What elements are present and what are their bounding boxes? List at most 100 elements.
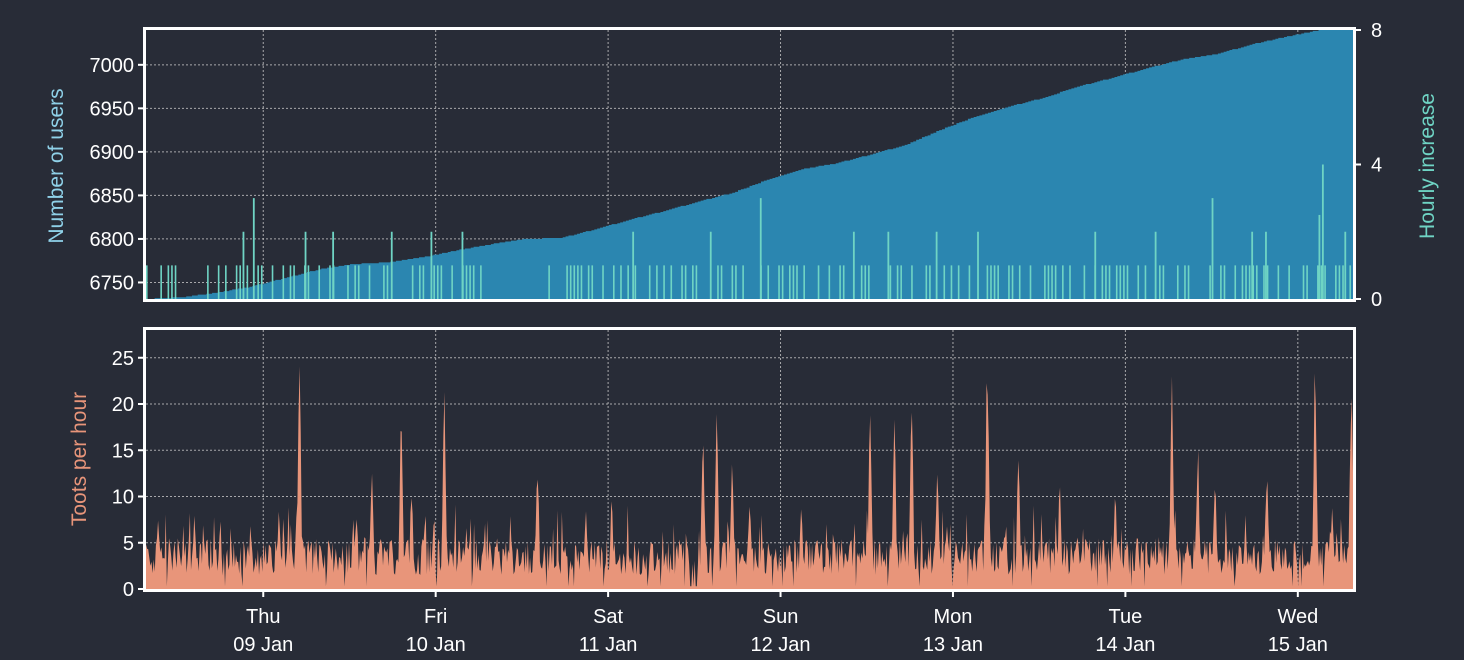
hourly-increase-bar [566,265,568,299]
hourly-increase-bar [1342,265,1344,299]
hourly-increase-bar [569,265,572,299]
hourly-increase-bar [1234,265,1237,299]
hourly-increase-bar [887,231,890,299]
date-tick-date: 15 Jan [1268,634,1328,656]
hourly-increase-bar [1047,265,1050,299]
hourly-increase-bar [480,265,482,299]
hourly-increase-bar [900,265,902,299]
hourly-increase-bar [1176,265,1179,299]
hourly-increase-bar [1256,265,1258,299]
hourly-increase-bar [735,265,737,299]
hourly-increase-bar [469,265,471,299]
date-tick-date: 13 Jan [923,634,983,656]
hourly-increase-bar [174,265,177,299]
hourly-increase-bar [1011,265,1014,299]
hourly-increase-bar [839,265,841,299]
hourly-increase-bar [1220,265,1222,299]
hourly-increase-bar [430,231,433,299]
hourly-increase-bar [246,265,249,299]
date-tick-day: Mon [934,606,973,628]
hourly-increase-bar [1162,265,1165,299]
toots-tick-label: 10 [112,487,134,509]
hourly-increase-bar [684,265,687,299]
hourly-increase-bar [789,265,791,299]
hourly-increase-bar [329,265,331,299]
hourly-increase-bar [1054,265,1057,299]
hourly-increase-bar [1069,265,1071,299]
hourly-increase-bar [1223,265,1226,299]
hourly-increase-bar [692,265,694,299]
hourly-increase-bar [796,265,798,299]
date-tick-date: 10 Jan [406,634,466,656]
users-tick-label: 7000 [90,55,135,77]
hourly-increase-bar [436,265,439,299]
users-tick-label: 6800 [90,229,135,251]
hourly-increase-bar [993,265,996,299]
date-tick-date: 14 Jan [1095,634,1155,656]
hourly-increase-bar [986,265,989,299]
date-tick-date: 11 Jan [579,634,638,656]
hourly-increase-bar [207,265,209,299]
hourly-increase-bar [1265,231,1267,299]
hourly-increase-bar [242,231,245,299]
hourly-increase-bar [620,265,622,299]
hourly-increase-bar [1252,265,1255,299]
users-tick-label: 6900 [90,142,135,164]
hourly-increase-bar [160,265,162,299]
hourly-increase-bar [171,265,173,299]
hourly-increase-bar [817,265,820,299]
hourly-increase-bar [864,265,867,299]
hourly-increase-bar [781,265,784,299]
hourly-increase-bar [1008,265,1010,299]
toots-panel-frame [143,327,1356,592]
hourly-increase-bar [573,265,576,299]
hourly-increase-bar [304,231,307,299]
hourly-increase-bar [1115,265,1118,299]
hourly-increase-bar [977,231,979,299]
hourly-increase-bar [634,265,637,299]
hourly-increase-bar [842,265,845,299]
hourly-increase-bar [422,265,425,299]
hourly-increase-bar [440,265,443,299]
hourly-increase-bar [289,265,292,299]
hourly-increase-bar [957,265,960,299]
users-area [146,30,1353,299]
hourly-increase-bar [1318,214,1321,299]
hourly-increase-bar [896,265,899,299]
hourly-increase-bar [803,265,805,299]
hourly-tick-label: 4 [1371,155,1382,177]
toots-tick-label: 0 [123,579,134,601]
hourly-increase-bar [648,265,651,299]
hourly-increase-bars [146,164,1352,299]
hourly-increase-bar [929,265,931,299]
hourly-increase-bar [390,231,393,299]
hourly-increase-bar [709,231,712,299]
hourly-increase-bar [217,265,220,299]
hourly-increase-bar [1317,265,1319,299]
hourly-increase-bar [357,265,360,299]
hourly-increase-bar [767,265,770,299]
date-tick-date: 12 Jan [751,634,811,656]
hourly-increase-bar [889,265,892,299]
hourly-increase-bar [911,265,913,299]
hourly-increase-bar [1029,265,1032,299]
hourly-increase-bar [860,265,863,299]
hourly-increase-bar [627,265,629,299]
hourly-increase-bar [1159,265,1161,299]
toots-tick-label: 25 [112,348,134,370]
hourly-increase-bar [318,265,321,299]
hourly-increase-bar [670,265,673,299]
users-panel: 6750 6800 6850 6900 6950 7000 0 4 8 Number of u… [45,20,1439,311]
hourly-increase-bar [1144,265,1147,299]
hourly-increase-bar [1108,265,1111,299]
hourly-increase-bar [260,265,263,299]
hourly-increase-bar [656,265,658,299]
hourly-increase-bar [1251,231,1254,299]
hourly-increase-bar [1241,265,1244,299]
hourly-increase-bar [968,265,971,299]
hourly-increase-bar [681,265,683,299]
hourly-increase-bar [591,265,594,299]
hourly-increase-bar [167,265,170,299]
hourly-increase-bar [852,231,855,299]
hourly-increase-bar [1349,265,1352,299]
